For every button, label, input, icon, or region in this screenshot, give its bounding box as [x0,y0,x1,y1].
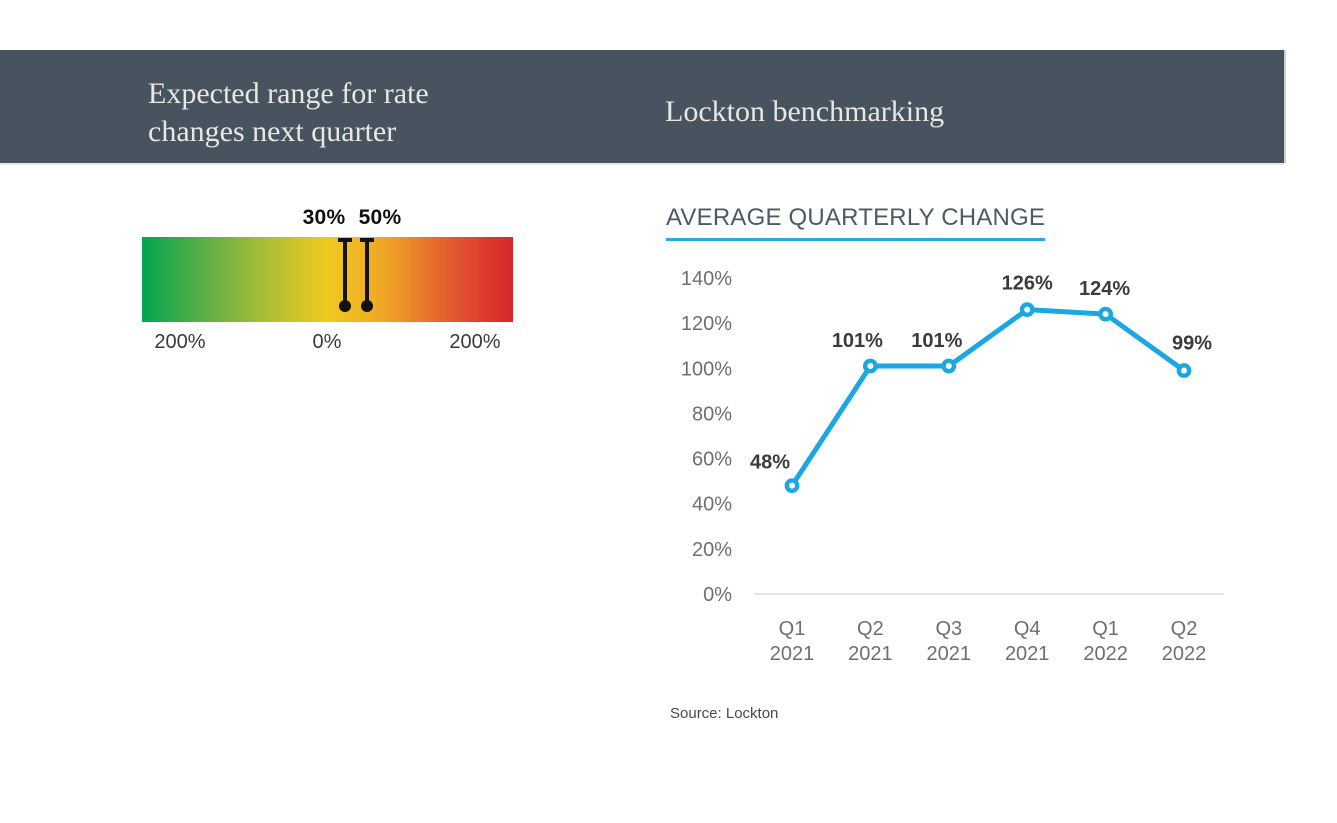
x-axis-category-label: Q1 2022 [1083,618,1128,665]
x-axis-category-label: Q2 2022 [1162,618,1207,665]
y-axis-tick-label: 20% [692,539,732,561]
y-axis-tick-label: 40% [692,494,732,516]
gauge-axis-label-left: 200% [154,331,206,353]
header-title-expected-range: Expected range for rate changes next qua… [148,77,429,148]
gauge-gradient-bar [142,237,513,322]
data-point-label: 99% [1172,333,1212,355]
chart-title: AVERAGE QUARTERLY CHANGE [666,204,1046,241]
gauge-pin-dot-icon [361,300,373,312]
x-axis-category-label: Q3 2021 [927,618,972,665]
data-point-marker [1019,302,1035,318]
y-axis-tick-label: 80% [692,403,732,425]
y-axis-tick-label: 120% [681,313,732,335]
data-point-label: 101% [911,330,962,352]
data-point-marker [1176,363,1192,378]
source-note: Source: Lockton [670,705,779,722]
x-axis-category-label: Q4 2021 [1005,618,1049,665]
y-axis-tick-label: 60% [692,449,732,471]
y-axis-tick-label: 140% [681,268,732,290]
data-point-label: 48% [750,452,790,474]
y-axis-tick-label: 100% [681,358,732,380]
gauge-pin-stem-icon [343,238,347,304]
header-title-lockton-benchmarking: Lockton benchmarking [665,95,945,128]
gauge-axis-label-right: 200% [449,331,501,353]
gauge-marker-label-30: 30% [302,206,346,229]
data-point-marker [784,478,800,494]
quarterly-change-line-chart: 0% 20% 40% 60% 80% 100% 120% 140% 48% Q1 2021 101% Q… [681,268,1224,665]
data-point-marker [862,358,878,374]
data-point-marker [941,358,957,374]
trend-line [789,307,1187,489]
x-axis-category-label: Q1 2021 [770,618,815,665]
data-point-label: 124% [1079,278,1130,300]
gauge-marker-label-50: 50% [358,206,402,229]
data-point-marker [1098,306,1113,322]
gauge-pin-dot-icon [339,300,351,312]
x-axis-category-label: Q2 2021 [848,618,893,665]
y-axis-tick-label: 0% [703,584,732,606]
header-bar: Expected range for rate changes next qua… [0,50,1284,163]
gauge-axis-label-center: 0% [312,331,342,353]
data-point-label: 101% [832,330,883,352]
gauge-pin-stem-icon [365,238,369,304]
data-point-label: 126% [1002,273,1053,295]
